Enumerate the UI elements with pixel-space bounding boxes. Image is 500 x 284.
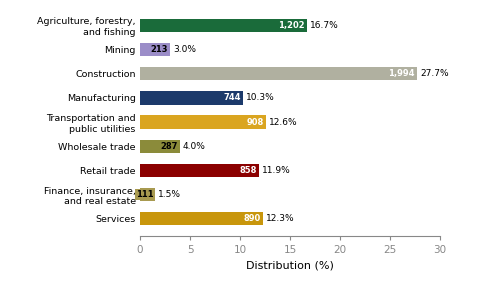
Text: 213: 213 — [150, 45, 168, 54]
Bar — [140, 91, 243, 105]
Bar — [140, 43, 170, 56]
Text: 1,202: 1,202 — [278, 21, 305, 30]
Text: 744: 744 — [224, 93, 241, 103]
Text: 12.3%: 12.3% — [266, 214, 294, 223]
Text: 3.0%: 3.0% — [173, 45, 196, 54]
X-axis label: Distribution (%): Distribution (%) — [246, 260, 334, 270]
Text: 16.7%: 16.7% — [310, 21, 339, 30]
Bar — [140, 212, 263, 225]
Bar — [140, 164, 259, 177]
Bar — [140, 19, 307, 32]
Bar — [140, 140, 180, 153]
Text: 12.6%: 12.6% — [269, 118, 298, 127]
Bar — [140, 116, 266, 129]
Bar — [140, 67, 417, 80]
Text: 287: 287 — [160, 142, 178, 151]
Text: 890: 890 — [244, 214, 261, 223]
Text: 1,994: 1,994 — [388, 69, 415, 78]
Text: 10.3%: 10.3% — [246, 93, 275, 103]
Text: 1.5%: 1.5% — [158, 190, 181, 199]
Text: 858: 858 — [240, 166, 257, 175]
Text: 111: 111 — [136, 190, 154, 199]
Text: 11.9%: 11.9% — [262, 166, 291, 175]
Text: 27.7%: 27.7% — [420, 69, 448, 78]
Bar — [140, 188, 155, 201]
Text: 908: 908 — [247, 118, 264, 127]
Text: 4.0%: 4.0% — [183, 142, 206, 151]
